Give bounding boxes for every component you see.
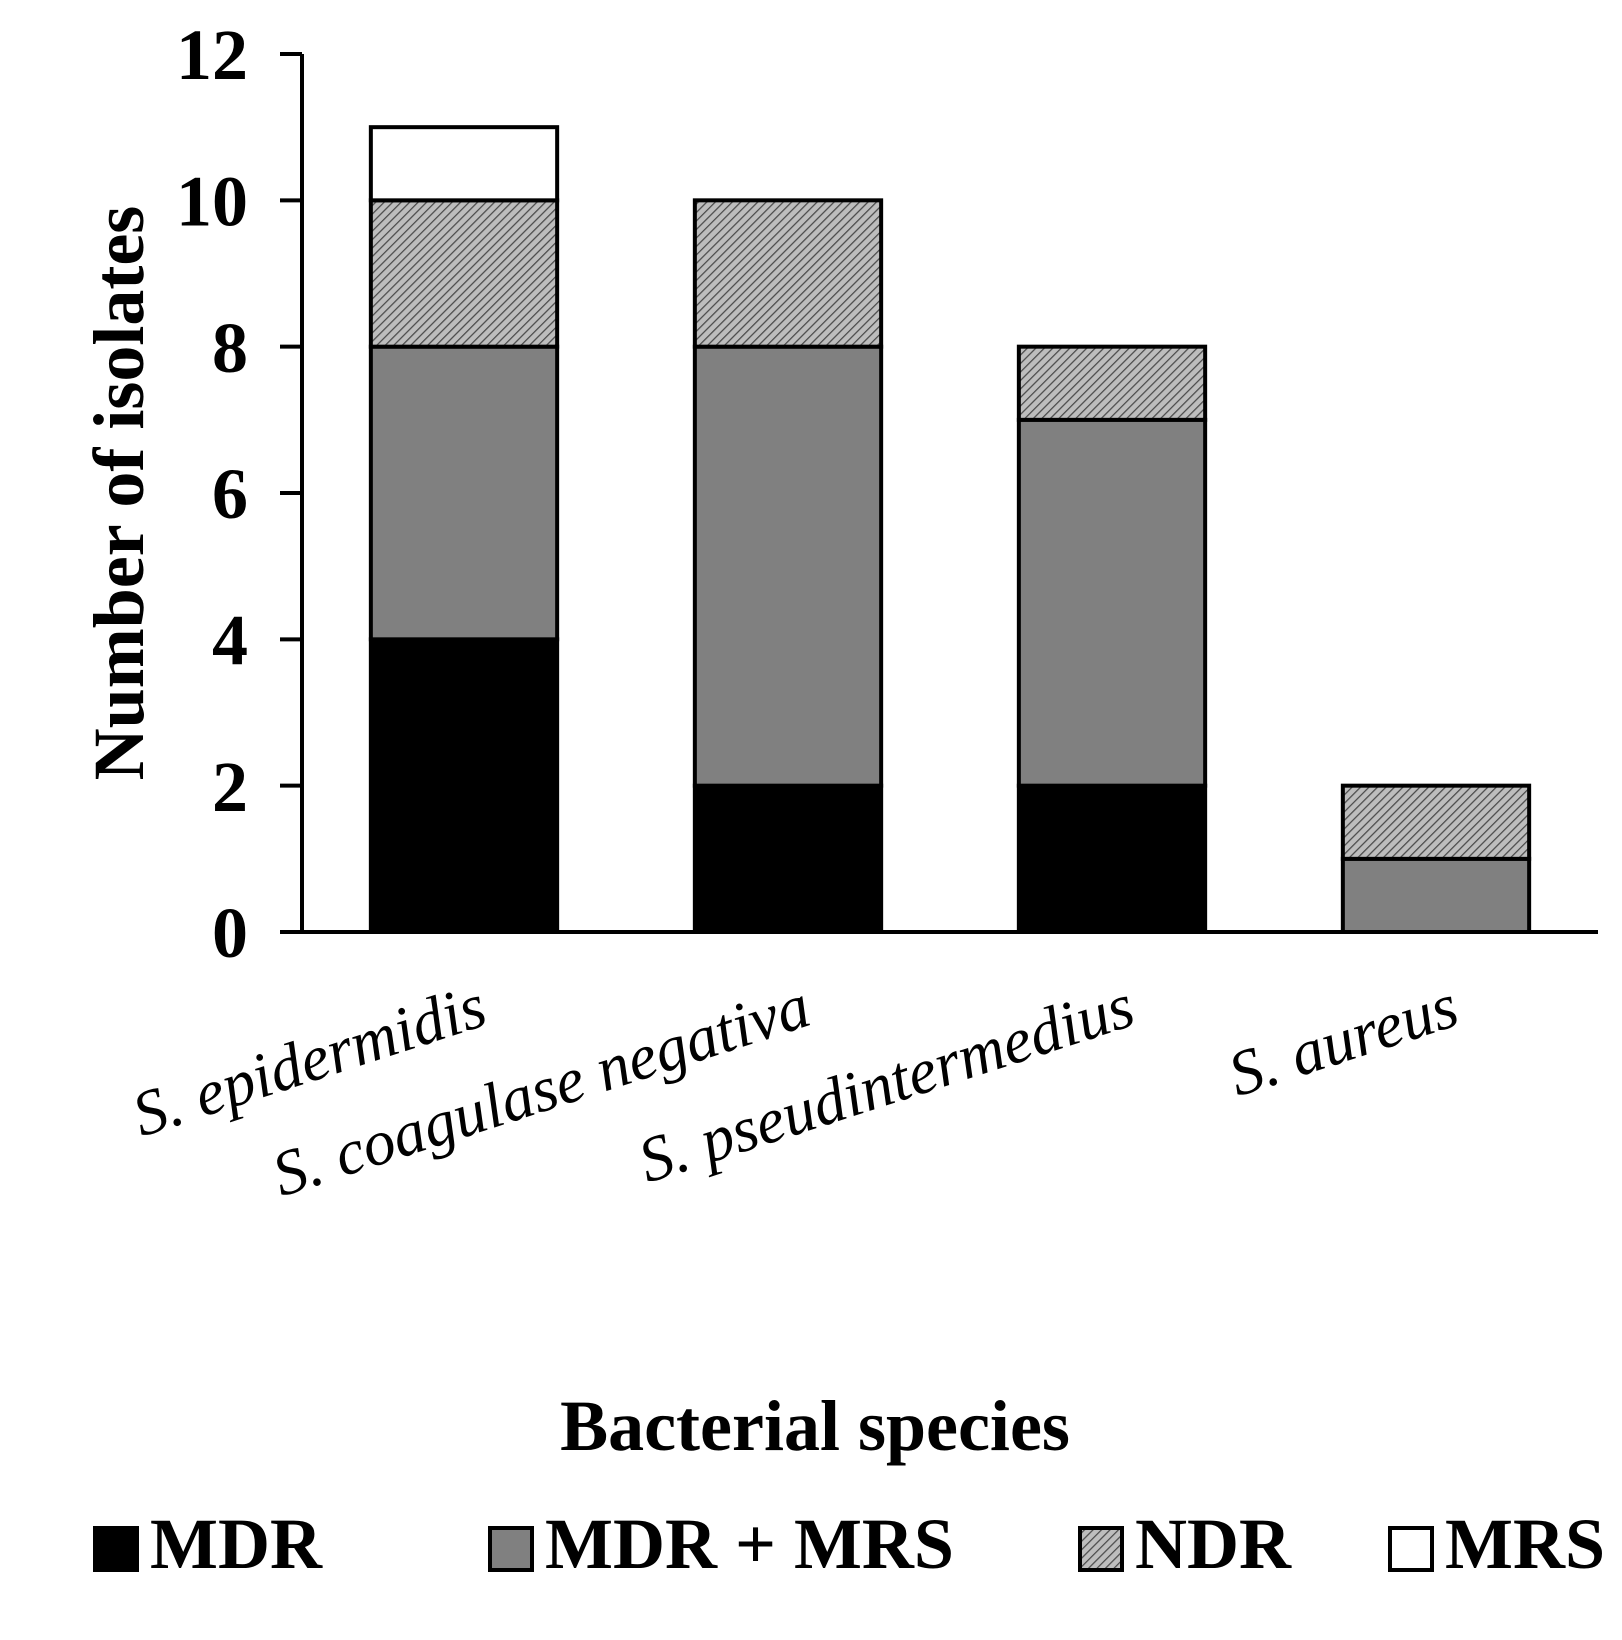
bar-s-epidermidis-ndr (368, 198, 560, 349)
bar-s-pseudintermedius-mdr (1016, 783, 1208, 935)
bar-s-pseudintermedius-ndr (1016, 344, 1208, 422)
bar-s-epidermidis-mdr-mrs (368, 344, 560, 642)
legend-label-mdr-mrs: MDR + MRS (545, 1504, 954, 1584)
legend: MDR MDR + MRS NDR MRS (93, 1504, 1605, 1584)
y-tick-label: 10 (176, 162, 248, 242)
y-ticks-group: 0 2 4 6 8 10 12 (176, 15, 302, 973)
bar-s-epidermidis-mdr (368, 637, 560, 934)
bar-s-aureus-mdr-mrs (1340, 856, 1532, 934)
y-tick-label: 2 (212, 747, 248, 827)
bar-s-pseudintermedius-mdr-mrs (1016, 417, 1208, 788)
x-tick-label-s-coagulase-negativa: S. coagulase negativa (264, 969, 818, 1210)
y-tick-label: 12 (176, 15, 248, 95)
x-axis-title: Bacterial species (560, 1386, 1070, 1466)
y-tick-label: 4 (212, 601, 248, 681)
bar-s-coagulase-negativa-ndr (692, 198, 884, 349)
legend-swatch-mrs (1388, 1526, 1434, 1572)
y-tick-label: 0 (212, 893, 248, 973)
bar-s-coagulase-negativa-mdr (692, 783, 884, 935)
bar-s-epidermidis-mrs (368, 125, 560, 203)
y-tick-label: 8 (212, 308, 248, 388)
legend-label-ndr: NDR (1135, 1504, 1292, 1584)
legend-swatch-ndr (1078, 1526, 1124, 1572)
legend-label-mrs: MRS (1445, 1504, 1605, 1584)
bar-s-coagulase-negativa-mdr-mrs (692, 344, 884, 788)
y-tick-label: 6 (212, 454, 248, 534)
bars-group (368, 125, 1532, 935)
x-tick-label-s-aureus: S. aureus (1220, 969, 1466, 1109)
bar-s-aureus-ndr (1340, 783, 1532, 861)
legend-swatch-mdr (93, 1526, 139, 1572)
legend-label-mdr: MDR (150, 1504, 323, 1584)
legend-swatch-mdr-mrs (488, 1526, 534, 1572)
y-axis-title: Number of isolates (79, 206, 159, 781)
